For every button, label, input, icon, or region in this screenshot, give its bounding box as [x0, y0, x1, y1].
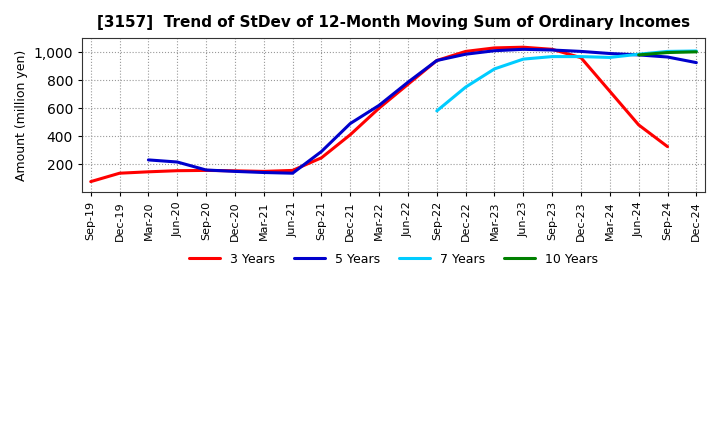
3 Years: [490, 45, 499, 51]
10 Years: [634, 52, 643, 58]
5 Years: [404, 80, 413, 85]
3 Years: [462, 49, 470, 54]
7 Years: [490, 66, 499, 72]
5 Years: [548, 48, 557, 53]
3 Years: [606, 89, 614, 94]
5 Years: [202, 167, 210, 172]
5 Years: [259, 170, 268, 175]
5 Years: [663, 55, 672, 60]
3 Years: [577, 55, 585, 60]
3 Years: [288, 168, 297, 173]
3 Years: [404, 82, 413, 87]
Title: [3157]  Trend of StDev of 12-Month Moving Sum of Ordinary Incomes: [3157] Trend of StDev of 12-Month Moving…: [97, 15, 690, 30]
5 Years: [634, 52, 643, 58]
3 Years: [230, 168, 239, 173]
3 Years: [519, 44, 528, 50]
10 Years: [663, 50, 672, 55]
7 Years: [462, 84, 470, 90]
5 Years: [519, 47, 528, 52]
Line: 10 Years: 10 Years: [639, 52, 696, 55]
3 Years: [346, 132, 355, 137]
5 Years: [433, 58, 441, 63]
Legend: 3 Years, 5 Years, 7 Years, 10 Years: 3 Years, 5 Years, 7 Years, 10 Years: [184, 248, 603, 271]
5 Years: [144, 157, 153, 162]
5 Years: [230, 169, 239, 174]
3 Years: [144, 169, 153, 174]
3 Years: [115, 171, 124, 176]
3 Years: [433, 58, 441, 63]
Line: 3 Years: 3 Years: [91, 47, 667, 182]
5 Years: [692, 60, 701, 65]
7 Years: [433, 108, 441, 114]
5 Years: [288, 171, 297, 176]
3 Years: [173, 168, 181, 173]
5 Years: [490, 48, 499, 53]
5 Years: [173, 159, 181, 165]
3 Years: [375, 106, 384, 111]
7 Years: [577, 54, 585, 59]
5 Years: [375, 103, 384, 108]
7 Years: [692, 48, 701, 54]
5 Years: [317, 149, 325, 154]
7 Years: [606, 55, 614, 60]
Line: 5 Years: 5 Years: [148, 49, 696, 173]
3 Years: [634, 122, 643, 128]
5 Years: [346, 121, 355, 126]
Line: 7 Years: 7 Years: [437, 51, 696, 111]
5 Years: [606, 51, 614, 56]
10 Years: [692, 49, 701, 55]
3 Years: [548, 47, 557, 52]
5 Years: [577, 49, 585, 54]
5 Years: [462, 51, 470, 57]
7 Years: [548, 54, 557, 59]
3 Years: [663, 144, 672, 149]
3 Years: [86, 179, 95, 184]
3 Years: [202, 168, 210, 173]
Y-axis label: Amount (million yen): Amount (million yen): [15, 49, 28, 181]
7 Years: [519, 56, 528, 62]
7 Years: [634, 51, 643, 57]
3 Years: [259, 169, 268, 174]
7 Years: [663, 49, 672, 54]
3 Years: [317, 155, 325, 161]
